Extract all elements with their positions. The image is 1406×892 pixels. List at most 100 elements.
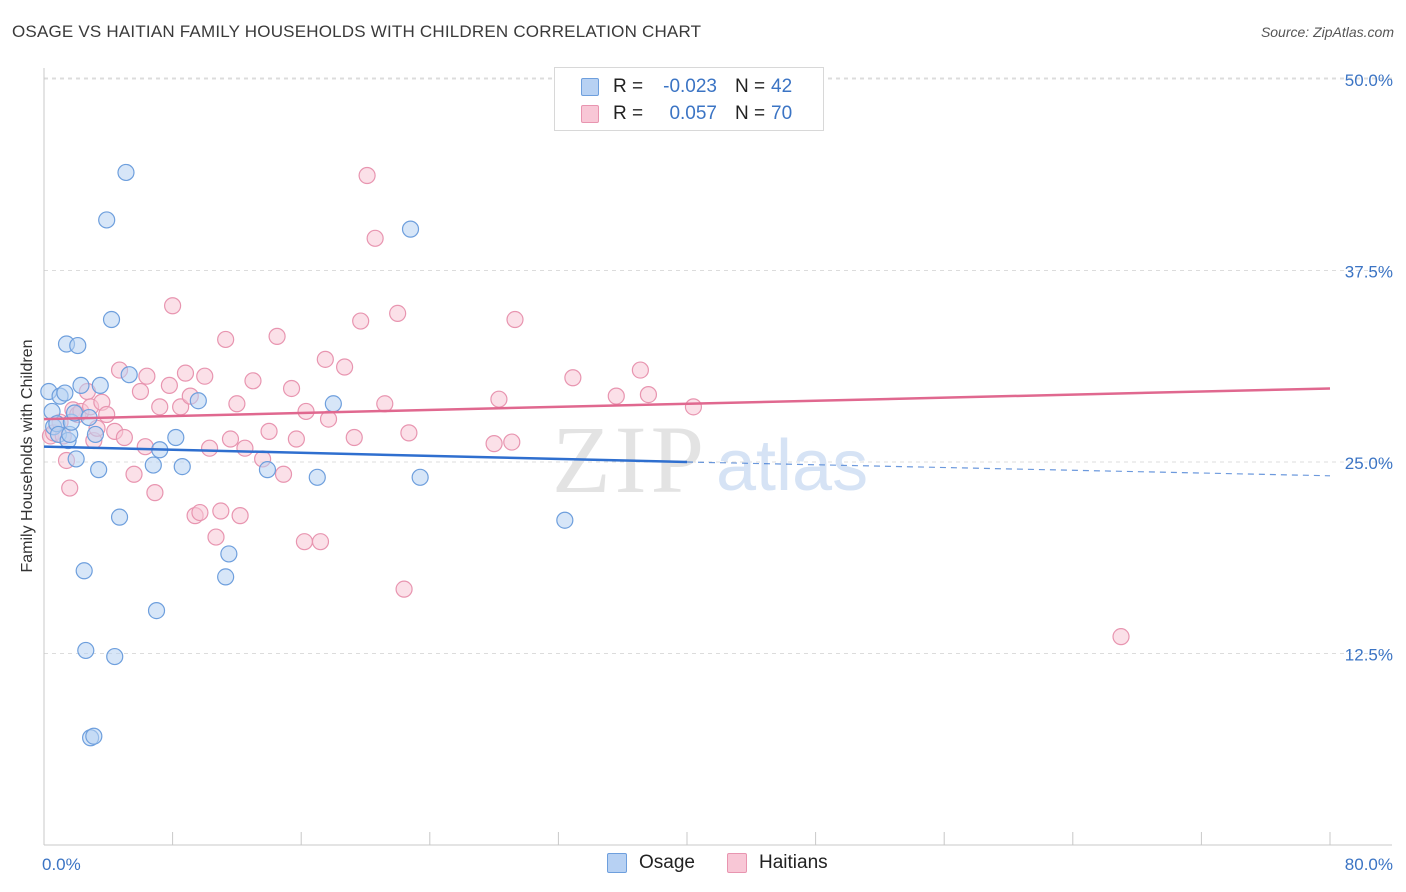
haitians-point bbox=[131, 382, 150, 401]
osage-point bbox=[120, 366, 138, 384]
haitians-point bbox=[274, 465, 293, 483]
haitians-point bbox=[366, 229, 384, 247]
osage-point bbox=[67, 450, 85, 468]
haitians-point bbox=[98, 405, 116, 424]
osage-point bbox=[167, 428, 185, 447]
haitians-point bbox=[376, 395, 394, 413]
haitians-point bbox=[160, 376, 178, 394]
haitians-point bbox=[221, 430, 240, 448]
chart-title: OSAGE VS HAITIAN FAMILY HOUSEHOLDS WITH … bbox=[12, 22, 702, 41]
haitians-point bbox=[268, 327, 286, 345]
haitians-trend-line bbox=[43, 387, 1331, 421]
haitians-legend-label: Haitians bbox=[759, 852, 828, 873]
osage-legend-swatch bbox=[607, 853, 627, 873]
osage-trend-line bbox=[43, 445, 688, 464]
osage-point bbox=[77, 641, 95, 660]
haitians-r-label: R = bbox=[613, 103, 644, 124]
haitians-point bbox=[503, 433, 521, 451]
osage-n-value: 42 bbox=[771, 76, 793, 97]
osage-point bbox=[72, 376, 90, 394]
haitians-point bbox=[639, 385, 658, 404]
grid-lines bbox=[44, 77, 1392, 654]
haitians-point bbox=[490, 390, 508, 408]
haitians-point bbox=[400, 424, 418, 442]
trend-lines bbox=[43, 387, 1331, 477]
watermark-atlas: atlas bbox=[716, 426, 868, 506]
osage-point bbox=[220, 545, 238, 563]
haitians-point bbox=[282, 379, 301, 398]
haitians-point bbox=[564, 369, 582, 387]
haitians-point bbox=[506, 310, 524, 329]
osage-n-label: N = bbox=[735, 76, 766, 97]
haitians-point bbox=[336, 358, 354, 376]
osage-point bbox=[258, 461, 277, 479]
haitians-point bbox=[684, 398, 703, 416]
osage-point bbox=[69, 336, 87, 355]
haitians-point bbox=[311, 533, 330, 551]
y-axis-label: Family Households with Children bbox=[19, 339, 36, 573]
haitians-point bbox=[200, 439, 219, 457]
osage-trend-extension bbox=[686, 461, 1331, 477]
osage-point bbox=[144, 456, 162, 474]
haitians-point bbox=[244, 372, 262, 390]
osage-point bbox=[173, 457, 191, 476]
osage-point bbox=[90, 461, 108, 479]
haitians-point bbox=[345, 428, 363, 447]
haitians-point bbox=[136, 438, 154, 456]
haitians-point bbox=[260, 422, 278, 440]
haitians-point bbox=[217, 330, 235, 349]
haitians-point bbox=[395, 580, 413, 598]
y-tick-label: 12.5% bbox=[1345, 646, 1393, 665]
haitians-point bbox=[212, 502, 230, 520]
osage-point bbox=[189, 392, 207, 410]
x-tick-label: 80.0% bbox=[1345, 855, 1393, 874]
haitians-point bbox=[176, 364, 195, 382]
osage-point bbox=[308, 468, 326, 486]
haitians-point bbox=[115, 428, 133, 447]
source-label: Source: ZipAtlas.com bbox=[1260, 24, 1394, 40]
correlation-legend: R = -0.023 N = 42 R = 0.057 N = 70 bbox=[554, 67, 824, 131]
osage-point bbox=[102, 310, 121, 329]
haitians-point bbox=[295, 533, 314, 551]
haitians-point bbox=[287, 430, 305, 448]
osage-point bbox=[106, 647, 124, 666]
legend-row-osage: R = -0.023 N = 42 bbox=[555, 74, 823, 100]
osage-r-value: -0.023 bbox=[663, 76, 717, 97]
haitians-swatch bbox=[581, 105, 599, 123]
osage-point bbox=[556, 511, 574, 529]
haitians-point bbox=[228, 395, 246, 413]
haitians-point bbox=[125, 465, 143, 483]
osage-series bbox=[40, 163, 574, 747]
haitians-point bbox=[358, 166, 376, 185]
osage-point bbox=[147, 602, 166, 620]
haitians-n-label: N = bbox=[735, 103, 766, 124]
y-tick-label: 37.5% bbox=[1345, 263, 1393, 282]
osage-point bbox=[98, 211, 116, 229]
osage-point bbox=[401, 220, 420, 238]
tick-labels: 12.5% 25.0% 37.5% 50.0% 0.0% 80.0% bbox=[42, 71, 1393, 874]
haitians-point bbox=[231, 507, 249, 525]
haitians-point bbox=[236, 439, 254, 457]
haitians-point bbox=[485, 435, 503, 453]
osage-point bbox=[56, 384, 74, 402]
haitians-point bbox=[297, 402, 315, 421]
osage-point bbox=[86, 425, 105, 444]
axes bbox=[43, 68, 1392, 846]
haitians-point bbox=[138, 367, 156, 385]
osage-swatch bbox=[581, 78, 599, 96]
osage-legend-label: Osage bbox=[639, 852, 695, 873]
haitians-point bbox=[607, 387, 625, 405]
haitians-point bbox=[164, 297, 182, 315]
haitians-legend-swatch bbox=[727, 853, 747, 873]
haitians-r-value: 0.057 bbox=[669, 103, 717, 124]
osage-point bbox=[217, 568, 235, 586]
haitians-point bbox=[389, 304, 407, 322]
haitians-point bbox=[316, 350, 334, 368]
haitians-point bbox=[151, 398, 169, 416]
haitians-point bbox=[61, 479, 79, 497]
osage-point bbox=[324, 395, 342, 413]
osage-point bbox=[85, 727, 103, 745]
haitians-point bbox=[352, 312, 370, 330]
osage-point bbox=[117, 163, 135, 182]
